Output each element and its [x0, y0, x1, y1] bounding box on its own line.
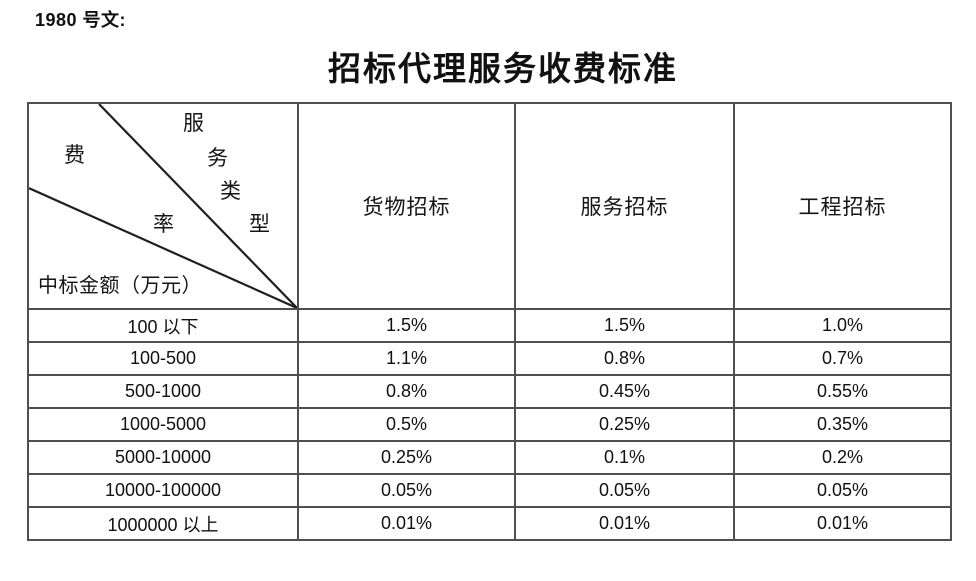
amount-range-cell: 100 以下 — [27, 308, 299, 343]
corner-label-fee-rate-char: 率 — [153, 212, 174, 236]
rate-cell: 0.55% — [733, 374, 952, 409]
diagonal-lines — [30, 105, 296, 307]
rate-cell: 0.05% — [514, 473, 735, 508]
amount-range-cell: 500-1000 — [27, 374, 299, 409]
table-row: 5000-10000 0.25% 0.1% 0.2% — [27, 440, 952, 475]
corner-label-service-type-char: 型 — [249, 212, 270, 236]
rate-cell: 1.5% — [514, 308, 735, 343]
rate-cell: 0.2% — [733, 440, 952, 475]
rate-cell: 0.01% — [733, 506, 952, 541]
amount-range-cell: 10000-100000 — [27, 473, 299, 508]
table-row: 1000-5000 0.5% 0.25% 0.35% — [27, 407, 952, 442]
table-row: 100 以下 1.5% 1.5% 1.0% — [27, 308, 952, 343]
rate-cell: 0.8% — [514, 341, 735, 376]
rate-cell: 0.25% — [297, 440, 516, 475]
rate-cell: 0.8% — [297, 374, 516, 409]
corner-label-fee-rate-char: 费 — [64, 143, 85, 167]
corner-label-amount: 中标金额（万元） — [38, 275, 202, 297]
header-row: 服 务 类 型 费 率 中标金额（万元） 货物招标 服务招标 工程招标 — [27, 102, 952, 310]
column-header-goods: 货物招标 — [297, 102, 516, 310]
table-row: 500-1000 0.8% 0.45% 0.55% — [27, 374, 952, 409]
rate-cell: 1.5% — [297, 308, 516, 343]
table-row: 100-500 1.1% 0.8% 0.7% — [27, 341, 952, 376]
rate-cell: 0.05% — [297, 473, 516, 508]
doc-ref: 1980 号文: — [35, 10, 127, 30]
rate-cell: 0.5% — [297, 407, 516, 442]
rate-cell: 0.45% — [514, 374, 735, 409]
rate-cell: 0.01% — [297, 506, 516, 541]
amount-range-cell: 1000000 以上 — [27, 506, 299, 541]
amount-range-cell: 100-500 — [27, 341, 299, 376]
corner-label-service-type-char: 类 — [220, 179, 241, 203]
rate-cell: 1.0% — [733, 308, 952, 343]
rate-cell: 0.25% — [514, 407, 735, 442]
table-row: 10000-100000 0.05% 0.05% 0.05% — [27, 473, 952, 508]
fee-table: 服 务 类 型 费 率 中标金额（万元） 货物招标 服务招标 工程招标 100 … — [27, 102, 952, 541]
rate-cell: 0.01% — [514, 506, 735, 541]
rate-cell: 0.7% — [733, 341, 952, 376]
diagonal-header-cell: 服 务 类 型 费 率 中标金额（万元） — [27, 102, 299, 310]
rate-cell: 0.1% — [514, 440, 735, 475]
corner-label-service-type-char: 服 — [183, 111, 204, 135]
rate-cell: 0.05% — [733, 473, 952, 508]
amount-range-cell: 1000-5000 — [27, 407, 299, 442]
page-title: 招标代理服务收费标准 — [328, 52, 678, 88]
table-row: 1000000 以上 0.01% 0.01% 0.01% — [27, 506, 952, 541]
column-header-service: 服务招标 — [514, 102, 735, 310]
rate-cell: 1.1% — [297, 341, 516, 376]
rate-cell: 0.35% — [733, 407, 952, 442]
corner-label-service-type-char: 务 — [207, 146, 228, 170]
column-header-engineering: 工程招标 — [733, 102, 952, 310]
amount-range-cell: 5000-10000 — [27, 440, 299, 475]
